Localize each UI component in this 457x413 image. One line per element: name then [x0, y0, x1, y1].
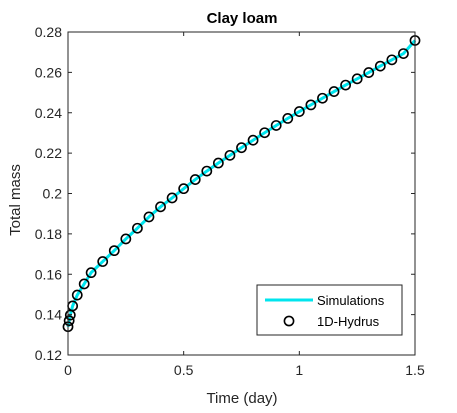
data-point-1d-hydrus	[131, 222, 143, 234]
data-point-1d-hydrus	[305, 99, 317, 111]
data-point-1d-hydrus	[212, 157, 224, 169]
y-tick-label: 0.24	[35, 105, 62, 121]
data-point-1d-hydrus	[63, 315, 75, 327]
y-tick-label: 0.2	[43, 186, 63, 202]
axes-layer: 0 0.5 1 1.5 0.12 0.14 0.16 0.18 0.2 0.22 0.24 0.26 0…	[35, 24, 425, 378]
data-point-1d-hydrus	[166, 192, 178, 204]
data-point-1d-hydrus	[386, 54, 398, 66]
y-tick-label: 0.14	[35, 307, 62, 323]
legend: Simulations 1D-Hydrus	[256, 284, 403, 336]
data-point-1d-hydrus	[317, 92, 328, 104]
y-tick-label: 0.22	[35, 145, 62, 161]
data-point-1d-hydrus	[293, 106, 305, 117]
data-point-1d-hydrus	[328, 86, 340, 97]
data-point-1d-hydrus	[143, 211, 155, 223]
x-tick-label: 1.5	[405, 362, 425, 378]
data-point-1d-hydrus	[178, 183, 190, 195]
legend-swatch-1d-hydrus	[283, 315, 295, 327]
data-point-1d-hydrus	[247, 134, 259, 146]
data-point-1d-hydrus	[236, 142, 247, 154]
data-point-1d-hydrus	[374, 60, 386, 72]
y-tick-label: 0.18	[35, 226, 62, 242]
data-point-1d-hydrus	[155, 201, 166, 213]
data-point-1d-hydrus	[270, 120, 282, 131]
legend-box	[256, 284, 403, 336]
data-point-1d-hydrus	[282, 113, 294, 124]
data-point-1d-hydrus	[120, 233, 132, 245]
data-point-1d-hydrus	[259, 127, 271, 139]
data-point-1d-hydrus	[189, 174, 201, 185]
legend-label-simulations: Simulations	[317, 293, 385, 308]
x-tick-label: 1	[295, 362, 303, 378]
data-point-1d-hydrus	[398, 48, 409, 60]
y-tick-label: 0.28	[35, 24, 62, 40]
data-point-1d-hydrus	[85, 267, 97, 279]
legend-label-1d-hydrus: 1D-Hydrus	[317, 314, 380, 329]
data-point-1d-hydrus	[71, 289, 83, 301]
data-point-1d-hydrus	[108, 245, 120, 257]
data-point-1d-hydrus	[224, 149, 236, 161]
data-point-1d-hydrus	[97, 256, 109, 267]
data-point-1d-hydrus	[351, 73, 363, 85]
data-point-1d-hydrus	[363, 67, 375, 78]
data-point-1d-hydrus	[201, 165, 213, 177]
y-axis-label: Total mass	[7, 164, 24, 236]
y-tick-label: 0.26	[35, 64, 62, 80]
x-tick-label: 0	[64, 362, 72, 378]
data-point-1d-hydrus	[340, 79, 351, 91]
y-tick-label: 0.16	[35, 266, 62, 282]
chart-title: Clay loam	[207, 10, 278, 27]
x-tick-label: 0.5	[174, 362, 194, 378]
x-axis-label: Time (day)	[206, 390, 277, 407]
y-tick-label: 0.12	[35, 347, 62, 363]
data-point-1d-hydrus	[78, 278, 90, 290]
